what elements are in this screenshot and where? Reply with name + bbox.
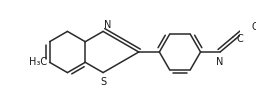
Text: N: N [216,57,224,67]
Text: H₃C: H₃C [29,57,47,67]
Text: S: S [100,77,106,87]
Text: O: O [251,22,256,32]
Text: C: C [236,34,243,44]
Text: N: N [104,20,111,30]
